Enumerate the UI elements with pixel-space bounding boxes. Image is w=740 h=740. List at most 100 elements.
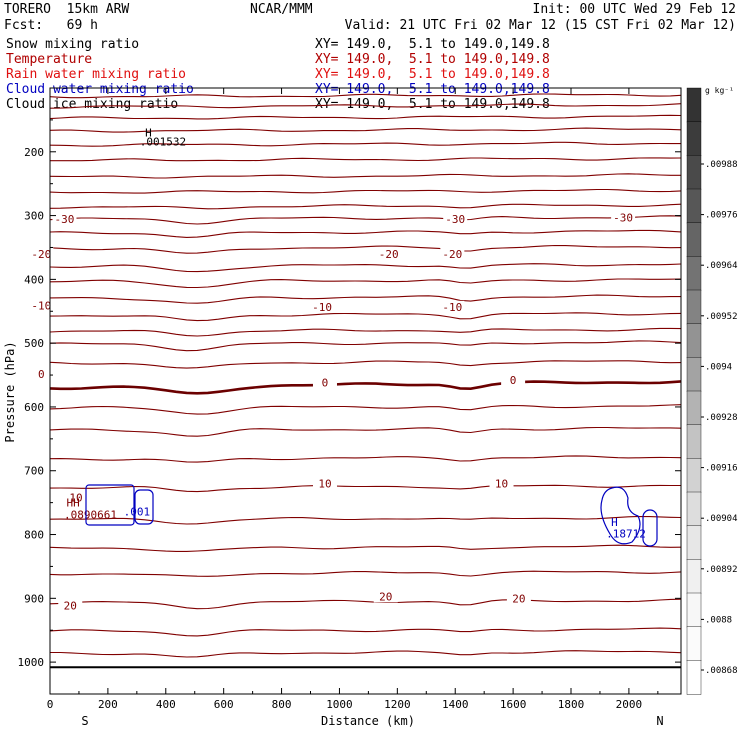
contour-label: -10 (312, 301, 332, 314)
isotherm-line (49, 340, 682, 352)
isotherm-line (49, 229, 682, 238)
organization: NCAR/MMM (250, 2, 313, 17)
cloud-water-outline (600, 486, 641, 545)
colorbar-label: .00868 (705, 666, 738, 676)
field-annotation: .001 (124, 505, 151, 518)
field-annotation: .18712 (606, 528, 646, 541)
colorbar-label: .00916 (705, 464, 738, 474)
contour-label: 0 (38, 368, 45, 381)
contour-labels: -30 -30 -30 -20 -20 -20 -10 -10 -10 0 0 0 10 10 10 20 20… (29, 211, 636, 612)
isotherm-line (49, 127, 682, 133)
contour-label-bg (312, 376, 337, 389)
model-name: TORERO 15km ARW (4, 2, 130, 17)
y-tick-label: 800 (24, 529, 44, 542)
x-tick-label: 0 (47, 698, 54, 711)
colorbar-swatch (686, 626, 702, 662)
colorbar-swatch (686, 188, 702, 224)
colorbar-swatch (686, 491, 702, 527)
field-name-temperature: Temperature (6, 52, 93, 67)
field-name-snow: Snow mixing ratio (6, 37, 140, 52)
contour-label: -30 (613, 211, 633, 224)
colorbar-swatch (686, 121, 702, 157)
field-annotation: H (611, 516, 618, 529)
x-tick-label: 2000 (616, 698, 643, 711)
isotherm-line (49, 360, 682, 369)
isotherm-line (49, 312, 682, 322)
contour-label-bg (373, 590, 398, 603)
contour-label-bg (443, 212, 468, 225)
south-label: S (81, 714, 88, 728)
field-xy-snow: XY= 149.0, 5.1 to 149.0,149.8 (315, 37, 550, 52)
contour-label-bg (611, 211, 636, 224)
colorbar-swatch (686, 222, 702, 258)
isotherm-line (49, 263, 682, 273)
colorbar-swatch (686, 357, 702, 392)
colorbar-label: .00976 (705, 211, 738, 221)
y-tick-label: 600 (24, 401, 44, 414)
colorbar-label: .00892 (705, 565, 738, 575)
x-tick-label: 200 (98, 698, 118, 711)
contour-label-bg (501, 374, 526, 387)
colorbar-label: .00988 (705, 160, 738, 170)
y-tick-label: 1000 (18, 656, 45, 669)
x-tick-label: 1800 (558, 698, 585, 711)
x-tick-label: 600 (214, 698, 234, 711)
contour-label-bg (312, 477, 337, 490)
isotherm-line (49, 484, 681, 493)
contour-label-bg (58, 599, 83, 612)
colorbar-swatch (686, 559, 702, 594)
field-xy-temperature: XY= 149.0, 5.1 to 149.0,149.8 (315, 52, 550, 67)
colorbar-swatch (686, 256, 702, 291)
colorbar-unit: g kg⁻¹ (705, 86, 734, 95)
field-xy-cloud-water: XY= 149.0, 5.1 to 149.0,149.8 (315, 82, 550, 97)
cloud-water-outlines (85, 484, 658, 547)
contour-label: -30 (55, 213, 75, 226)
isotherm-line (49, 327, 682, 337)
isotherm-line (49, 103, 682, 109)
contour-label-bg (376, 247, 401, 260)
contour-label-bg (64, 491, 89, 504)
contour-label: 10 (495, 477, 508, 490)
colorbar-swatch (686, 592, 702, 628)
x-tick-label: 800 (272, 698, 292, 711)
isotherm-line (50, 157, 682, 162)
y-tick-label: 300 (24, 210, 44, 223)
y-tick-label: 400 (24, 273, 44, 286)
field-annotation: HH (67, 496, 80, 509)
field-annotation: H (145, 126, 152, 139)
colorbar-swatch (686, 323, 702, 359)
isotherm-line (49, 515, 682, 525)
field-xy-cloud-ice: XY= 149.0, 5.1 to 149.0,149.8 (315, 97, 550, 112)
colorbar-swatch (686, 458, 702, 493)
x-tick-label: 1400 (442, 698, 469, 711)
contour-label: -10 (31, 300, 51, 313)
contour-label: 10 (318, 477, 331, 490)
temperature-contours (49, 93, 682, 658)
isotherm-line (49, 173, 681, 179)
colorbar-swatch (686, 660, 702, 695)
isotherm-line (49, 426, 682, 437)
contour-label-bg (52, 212, 77, 225)
contour-label-bg (310, 300, 335, 313)
contour-label-bg (440, 300, 465, 313)
x-tick-label: 1200 (384, 698, 411, 711)
colorbar-swatch (686, 155, 702, 190)
contour-label-bg (440, 247, 465, 260)
contour-label: -30 (445, 213, 465, 226)
zero-isotherm-line (49, 380, 682, 395)
contour-label: 10 (69, 492, 82, 505)
colorbar-swatch (686, 289, 702, 325)
valid-time: Valid: 21 UTC Fri 02 Mar 12 (15 CST Fri … (344, 18, 736, 33)
forecast-hour: Fcst: 69 h (4, 18, 98, 33)
contour-label: 20 (64, 599, 77, 612)
x-axis-title: Distance (km) (321, 714, 415, 728)
plot-frame (49, 87, 682, 695)
field-xy-rain: XY= 149.0, 5.1 to 149.0,149.8 (315, 67, 550, 82)
isotherm-line (49, 141, 681, 147)
y-axis-title: Pressure (hPa) (3, 341, 17, 442)
isotherm-line (49, 455, 682, 463)
contour-label: 20 (512, 592, 525, 605)
colorbar-label: .0088 (705, 615, 732, 625)
isotherm-line (49, 404, 682, 415)
isotherm-line (49, 188, 682, 194)
